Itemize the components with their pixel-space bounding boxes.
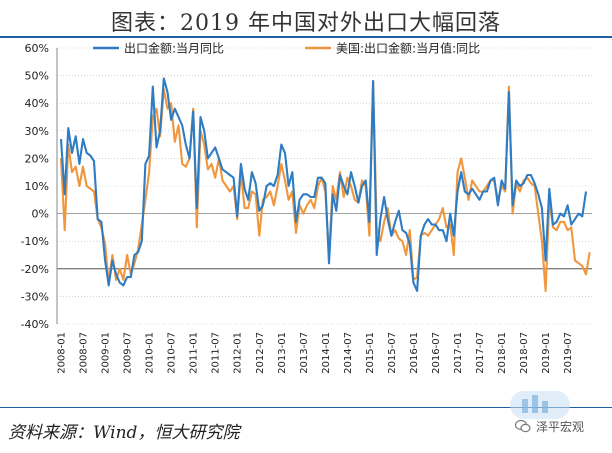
y-tick-label: 20% bbox=[25, 152, 49, 165]
x-tick-label: 2019-01 bbox=[541, 332, 552, 374]
x-tick-label: 2014-07 bbox=[343, 332, 354, 374]
source-rule bbox=[0, 407, 612, 408]
x-tick-label: 2018-01 bbox=[497, 332, 508, 374]
series-lines bbox=[59, 77, 591, 292]
y-tick-label: 0% bbox=[32, 208, 49, 221]
x-tick-label: 2015-01 bbox=[365, 332, 376, 374]
watermark-text: 泽平宏观 bbox=[536, 420, 585, 434]
y-tick-label: 50% bbox=[25, 70, 49, 83]
title-bar: 图表：2019 年中国对外出口大幅回落 bbox=[0, 0, 612, 38]
x-tick-label: 2008-07 bbox=[79, 332, 90, 374]
y-tick-label: -30% bbox=[21, 290, 49, 303]
y-tick-label: -10% bbox=[21, 235, 49, 248]
x-tick-label: 2009-01 bbox=[101, 332, 112, 374]
y-tick-label: -20% bbox=[21, 263, 49, 276]
series-line-0 bbox=[59, 77, 588, 292]
x-tick-label: 2012-07 bbox=[255, 332, 266, 374]
x-tick-label: 2010-01 bbox=[145, 332, 156, 374]
page-title: 图表：2019 年中国对外出口大幅回落 bbox=[111, 11, 501, 36]
x-tick-label: 2011-07 bbox=[211, 332, 222, 374]
y-tick-label: -40% bbox=[21, 318, 49, 331]
x-tick-label: 2017-01 bbox=[453, 332, 464, 374]
x-tick-label: 2017-07 bbox=[475, 332, 486, 374]
chart-logo-icon bbox=[510, 391, 570, 419]
x-tick-label: 2019-07 bbox=[563, 332, 574, 374]
x-tick-label: 2008-01 bbox=[57, 332, 68, 374]
x-tick-label: 2014-01 bbox=[321, 332, 332, 374]
source-note: 资料来源：Wind，恒大研究院 bbox=[8, 423, 240, 443]
line-chart: -40% -30% -20% -10% 0% 10% 20% 30% 40% 50% 60% 200… bbox=[21, 41, 592, 374]
x-tick-label: 2016-01 bbox=[409, 332, 420, 374]
y-tick-label: 40% bbox=[25, 97, 49, 110]
legend-label-1: 美国:出口金额:当月值:同比 bbox=[336, 41, 480, 56]
x-axis: 2008-01 2008-07 2009-01 2009-07 2010-01 2010-… bbox=[57, 213, 592, 374]
x-tick-label: 2018-07 bbox=[519, 332, 530, 374]
x-tick-label: 2013-07 bbox=[299, 332, 310, 374]
x-tick-label: 2015-07 bbox=[387, 332, 398, 374]
y-axis: -40% -30% -20% -10% 0% 10% 20% 30% 40% 50% 60% bbox=[21, 42, 58, 331]
wechat-icon bbox=[515, 419, 531, 433]
y-tick-label: 60% bbox=[25, 42, 49, 55]
x-tick-label: 2009-07 bbox=[123, 332, 134, 374]
title-rule bbox=[0, 36, 612, 38]
x-tick-label: 2016-07 bbox=[431, 332, 442, 374]
x-tick-label: 2010-07 bbox=[167, 332, 178, 374]
y-tick-label: 30% bbox=[25, 125, 49, 138]
x-tick-label: 2011-01 bbox=[189, 332, 200, 374]
y-tick-label: 10% bbox=[25, 180, 49, 193]
x-tick-label: 2012-01 bbox=[233, 332, 244, 374]
chart-legend: 出口金额:当月同比 美国:出口金额:当月值:同比 bbox=[93, 41, 480, 56]
x-tick-label: 2013-01 bbox=[277, 332, 288, 374]
legend-label-0: 出口金额:当月同比 bbox=[124, 41, 224, 56]
